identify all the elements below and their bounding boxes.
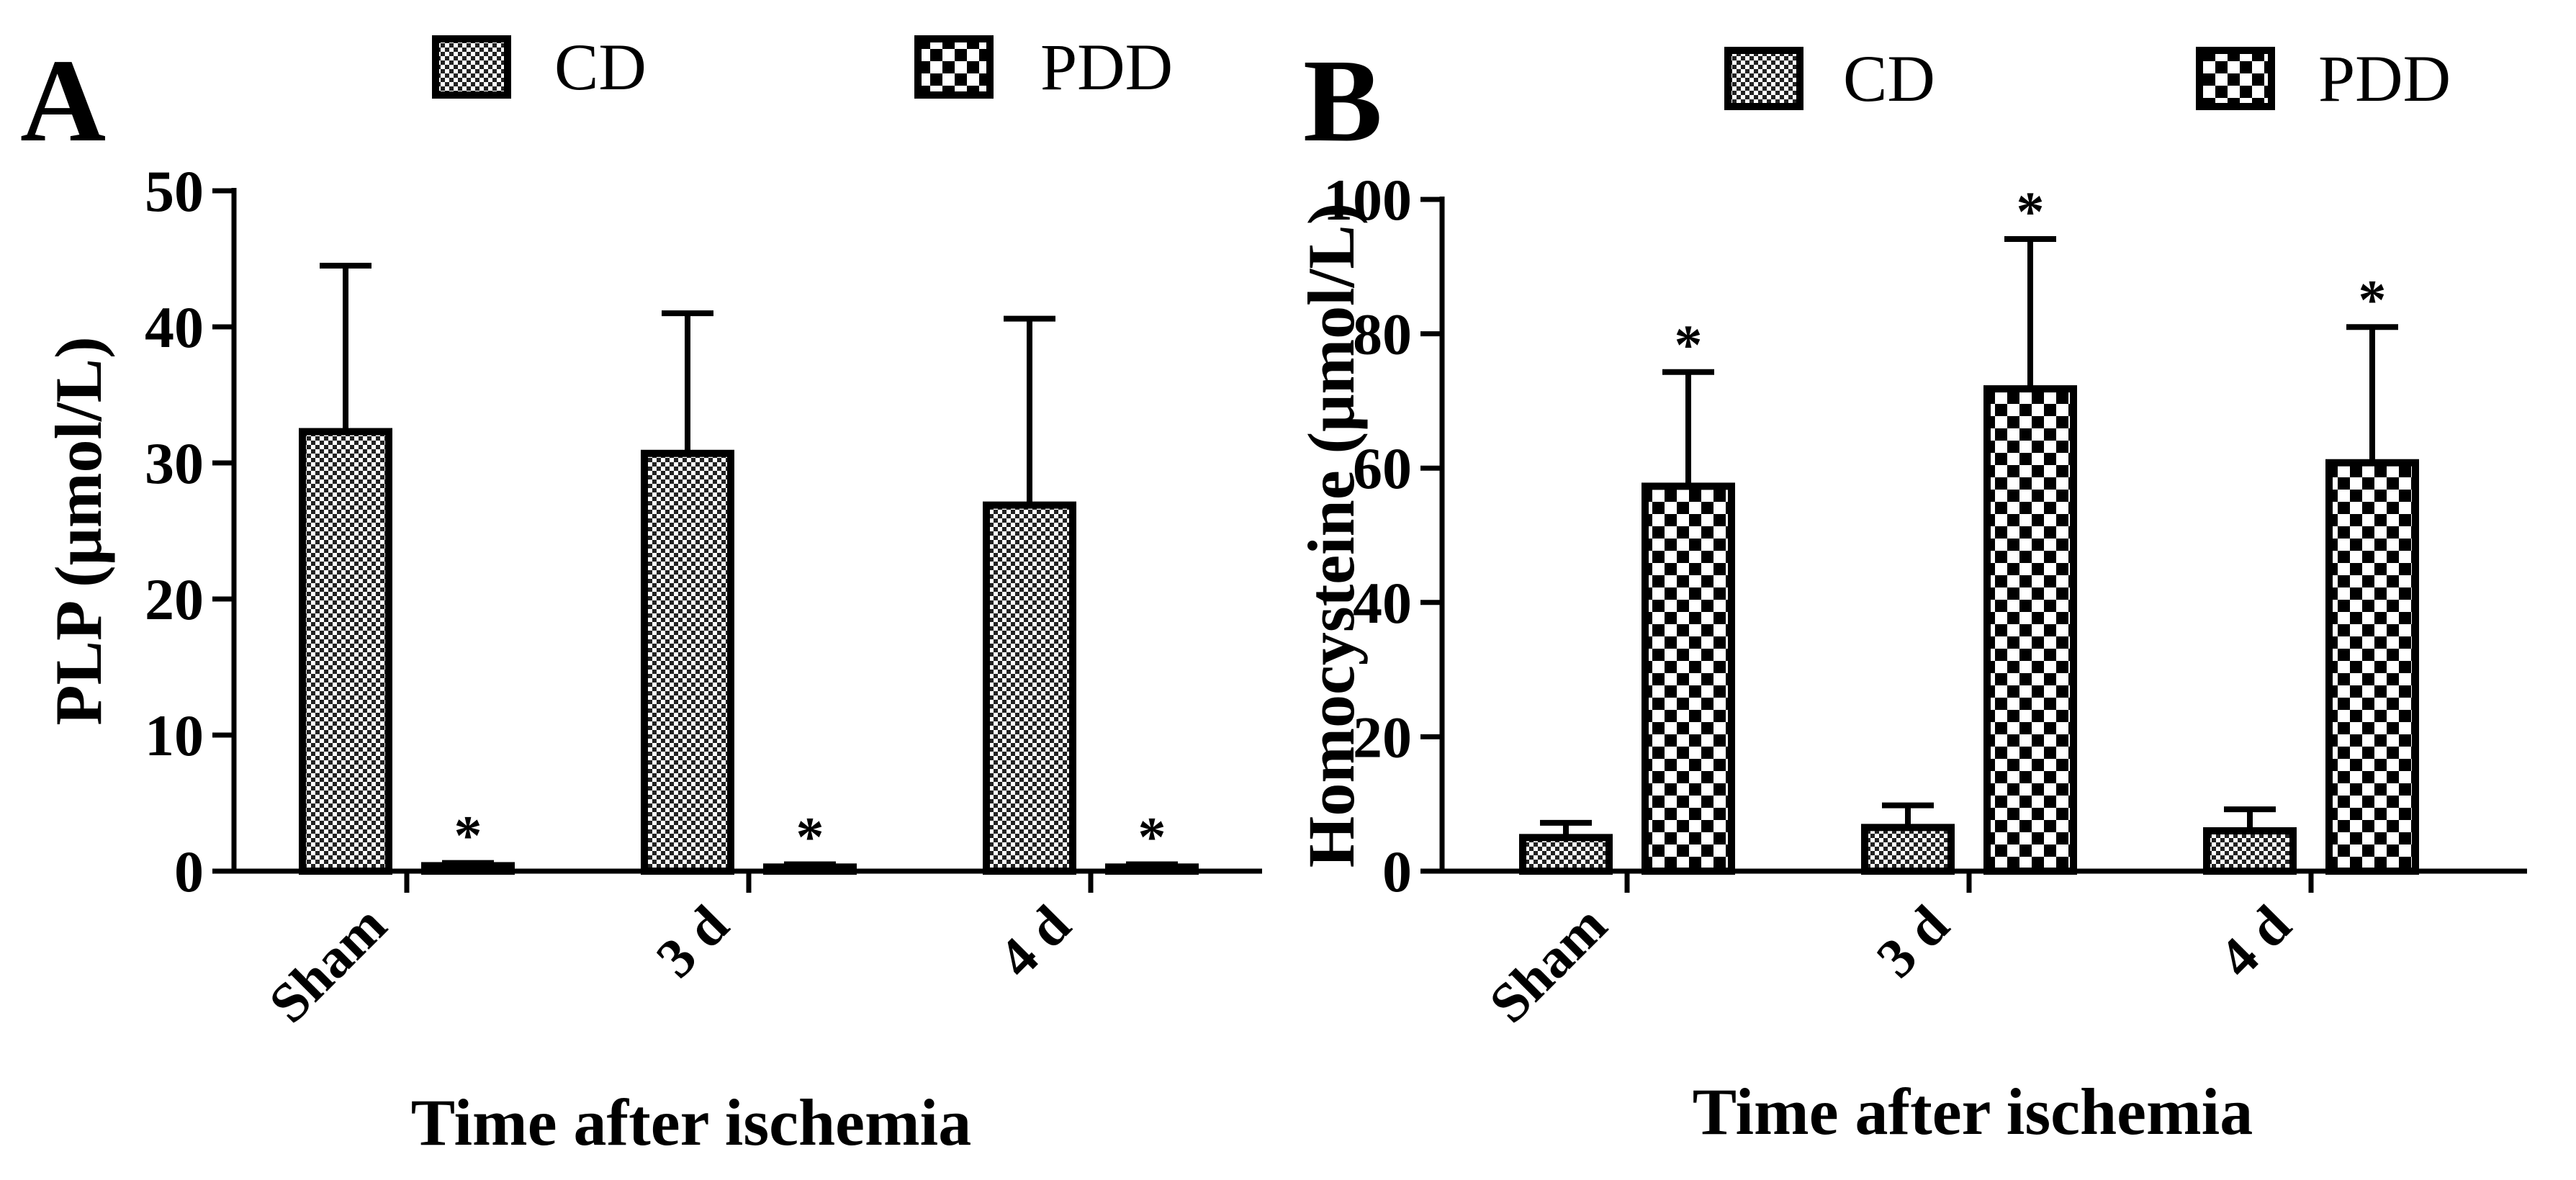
legend-swatch-cd (1724, 47, 1803, 110)
legend-label-cd: CD (1843, 42, 1935, 115)
bar-cd-sham (299, 428, 392, 875)
y-tick-label: 40 (145, 294, 204, 360)
y-tick-label: 80 (1353, 302, 1412, 367)
x-axis-title: Time after ischemia (1693, 1075, 2253, 1148)
significance-asterisk: * (1675, 313, 1703, 376)
y-tick-label: 0 (174, 839, 204, 904)
bar-cd-4d (983, 501, 1076, 875)
panel-letter: A (20, 35, 106, 166)
legend-swatch-cd (432, 35, 511, 99)
y-tick-label: 50 (145, 158, 204, 224)
y-tick-label: 100 (1323, 167, 1412, 233)
y-tick-label: 20 (145, 567, 204, 632)
bar-pdd-sham (1641, 482, 1735, 875)
x-category-label: 4 d (2206, 893, 2302, 990)
bar-cd-3d (641, 449, 734, 875)
legend-swatch-pdd (2196, 47, 2275, 110)
significance-asterisk: * (454, 804, 482, 867)
x-axis-title: Time after ischemia (411, 1086, 971, 1159)
y-tick-label: 10 (145, 703, 204, 768)
x-category-label: 4 d (986, 893, 1082, 990)
y-tick-label: 60 (1353, 436, 1412, 501)
y-axis-title: PLP (μmol/L) (42, 336, 115, 725)
x-category-label: Sham (257, 893, 398, 1035)
y-axis-title: Homocysteine (μmol/L) (1294, 203, 1368, 868)
x-category-label: Sham (1477, 893, 1618, 1035)
y-tick-label: 0 (1382, 839, 1412, 904)
x-category-label: 3 d (1864, 893, 1960, 990)
legend-label-pdd: PDD (1040, 30, 1173, 104)
y-tick-label: 40 (1353, 570, 1412, 636)
panel-a-plot: A CD PDD 0 10 20 30 40 50 PLP (μmol/L) Time after … (20, 30, 1262, 1159)
significance-asterisk: * (2017, 180, 2045, 243)
panel-letter: B (1303, 35, 1382, 166)
bar-pdd-3d (1983, 385, 2077, 875)
significance-asterisk: * (1138, 806, 1166, 868)
y-tick-label: 20 (1353, 704, 1412, 770)
bar-cd-4d (2203, 827, 2297, 875)
y-tick-label: 30 (145, 431, 204, 496)
bar-cd-sham (1519, 834, 1613, 875)
significance-asterisk: * (796, 806, 824, 868)
bar-pdd-4d (2325, 459, 2419, 875)
bar-cd-3d (1861, 824, 1955, 875)
legend-swatch-pdd (914, 35, 994, 99)
legend-label-pdd: PDD (2318, 42, 2451, 115)
significance-asterisk: * (2359, 268, 2387, 330)
legend-label-cd: CD (554, 30, 647, 104)
x-category-label: 3 d (644, 893, 740, 990)
